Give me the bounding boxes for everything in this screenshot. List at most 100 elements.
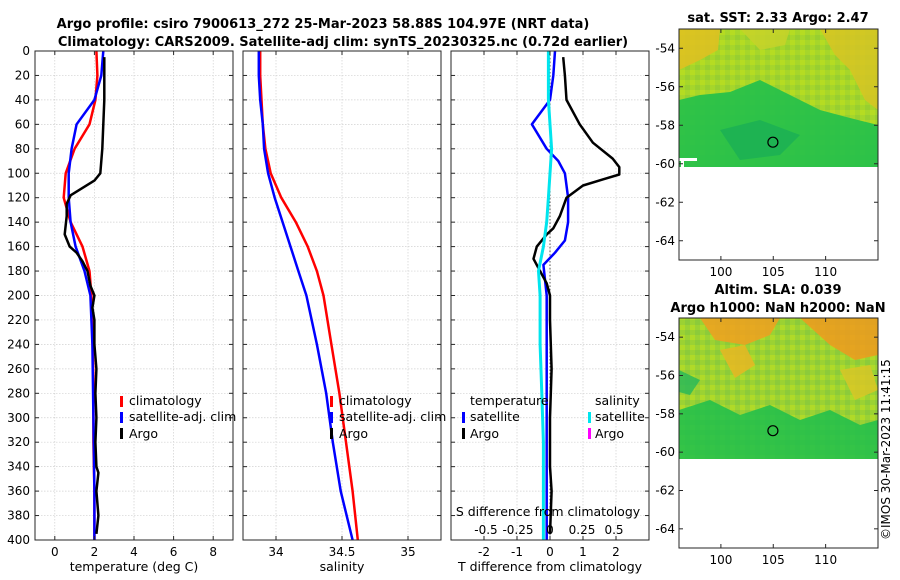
salinity-series [257,51,360,541]
sla-map-image [679,318,878,459]
legend-swatch-argo [462,428,465,439]
sla-map-title-line1: Altim. SLA: 0.039 [715,283,842,298]
ytick-label: 80 [15,142,30,156]
timestamp: ©IMOS 30-Mar-2023 11:41:15 [879,359,893,540]
ytick-label: 40 [15,93,30,107]
salinity-panel: 34 34.5 35 salinity climatology satellite-… [242,50,446,574]
legend-swatch-argo [330,428,333,439]
difference-legend-temperature: temperature satellite Argo [462,393,549,441]
xtick-label: 6 [170,545,178,559]
ytick-label: 180 [7,264,30,278]
legend-label-argo: Argo [470,426,499,441]
sla-high-patch [840,365,878,400]
legend-label-satellite: satellite-adj. clim [129,409,236,424]
map-xtick-label: 110 [814,553,837,567]
xtick-label: -1 [511,545,523,559]
map-ytick-label: -54 [655,41,675,55]
sla-high-patch [720,345,755,378]
sst-warm-patch [679,29,720,70]
temperature-xlabel: temperature (deg C) [70,559,199,574]
xtick-label: 8 [209,545,217,559]
difference-xlabel: T difference from climatology [457,559,643,574]
xtick-label: 0 [51,545,59,559]
temperature-axes-box [34,50,234,541]
difference-axes-box [450,50,650,541]
map-ytick-label: -58 [655,118,675,132]
series-line-satellite-adj-clim [257,51,354,541]
legend-swatch-argo [120,428,123,439]
salinity-axes-box [242,50,442,541]
sst-map-ticks: -54 -56 -58 -60 -62 -64 100 105 110 [655,29,878,279]
map-ytick-label: -60 [655,445,675,459]
legend-header-salinity: salinity [595,393,640,408]
legend-label-satellite: satellite [470,409,520,424]
map-xtick-label: 105 [762,265,785,279]
xtick-top-label: -0.5 [474,523,497,537]
map-ytick-label: -56 [655,369,675,383]
difference-top-xlabel: S difference from climatology [456,504,641,519]
sst-warm-patch [740,29,790,50]
ytick-label: 220 [7,313,30,327]
sst-argo-position-marker [767,136,779,148]
map-ytick-label: -60 [655,157,675,171]
ytick-label: 60 [15,117,30,131]
legend-swatch-satellite [462,412,465,423]
ytick-label: 300 [7,411,30,425]
xtick-top-label: 0.25 [569,523,596,537]
temperature-ticks: 0204060801001201401601802002202402602803… [7,44,233,559]
ytick-label: 100 [7,166,30,180]
sla-map-axes-box [678,317,879,549]
sla-map-ticks: -54 -56 -58 -60 -62 -64 100 105 110 [655,318,878,567]
temperature-series [62,50,106,540]
legend-swatch-salinity-argo [588,428,591,439]
xtick-label: -2 [478,545,490,559]
legend-label-salinity-argo: Argo [595,426,624,441]
salinity-xlabel: salinity [320,559,365,574]
legend-swatch-climatology [120,396,123,407]
sst-nodata-mark [679,158,697,161]
legend-label-satellite: satellite-adj. clim [339,409,446,424]
ytick-label: 0 [22,44,30,58]
map-ytick-label: -56 [655,80,675,94]
ytick-label: 320 [7,435,30,449]
map-xtick-label: 110 [814,265,837,279]
legend-swatch-climatology [330,396,333,407]
temperature-panel: 0204060801001201401601802002202402602803… [7,44,236,574]
sla-map-panel: Altim. SLA: 0.039 Argo h1000: NaN h2000:… [655,283,885,567]
sla-low-patch [679,370,700,395]
ytick-label: 380 [7,509,30,523]
temperature-grid [35,50,233,541]
legend-swatch-salinity-satellite [588,412,591,423]
series-line-temperature-argo [532,56,621,534]
ytick-label: 140 [7,215,30,229]
sst-nodata-mark [681,158,684,167]
map-ytick-label: -58 [655,407,675,421]
sst-map-axes-box [678,28,879,261]
sst-map-title: sat. SST: 2.33 Argo: 2.47 [687,11,868,26]
series-line-satellite-adj-clim [67,50,105,540]
sst-cold-patch [720,120,800,160]
xtick-top-label: 0.5 [604,523,623,537]
ytick-label: 20 [15,68,30,82]
ytick-label: 200 [7,289,30,303]
sla-low-patch [679,400,878,459]
xtick-label: 1 [579,545,587,559]
xtick-label: 34.5 [329,545,356,559]
xtick-label: 4 [130,545,138,559]
map-ytick-label: -64 [655,234,675,248]
ytick-label: 240 [7,337,30,351]
legend-header-temperature: temperature [470,393,549,408]
sla-high-patch [700,318,780,345]
salinity-ticks: 34 34.5 35 [243,50,441,559]
xtick-label: 35 [400,545,415,559]
map-xtick-label: 100 [709,553,732,567]
sla-nodata-region [679,459,878,548]
map-xtick-label: 100 [709,265,732,279]
ytick-label: 360 [7,484,30,498]
ytick-label: 160 [7,240,30,254]
sst-map-image [679,29,878,167]
ytick-label: 340 [7,460,30,474]
difference-legend-salinity: salinity satellite Argo [588,393,645,441]
ytick-label: 260 [7,362,30,376]
